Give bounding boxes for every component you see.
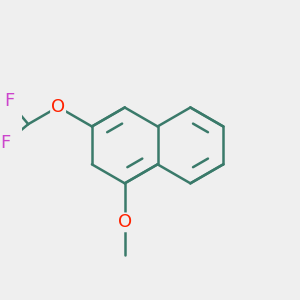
Text: F: F [0,134,11,152]
Text: F: F [4,92,14,110]
Text: O: O [118,213,132,231]
Text: O: O [51,98,65,116]
